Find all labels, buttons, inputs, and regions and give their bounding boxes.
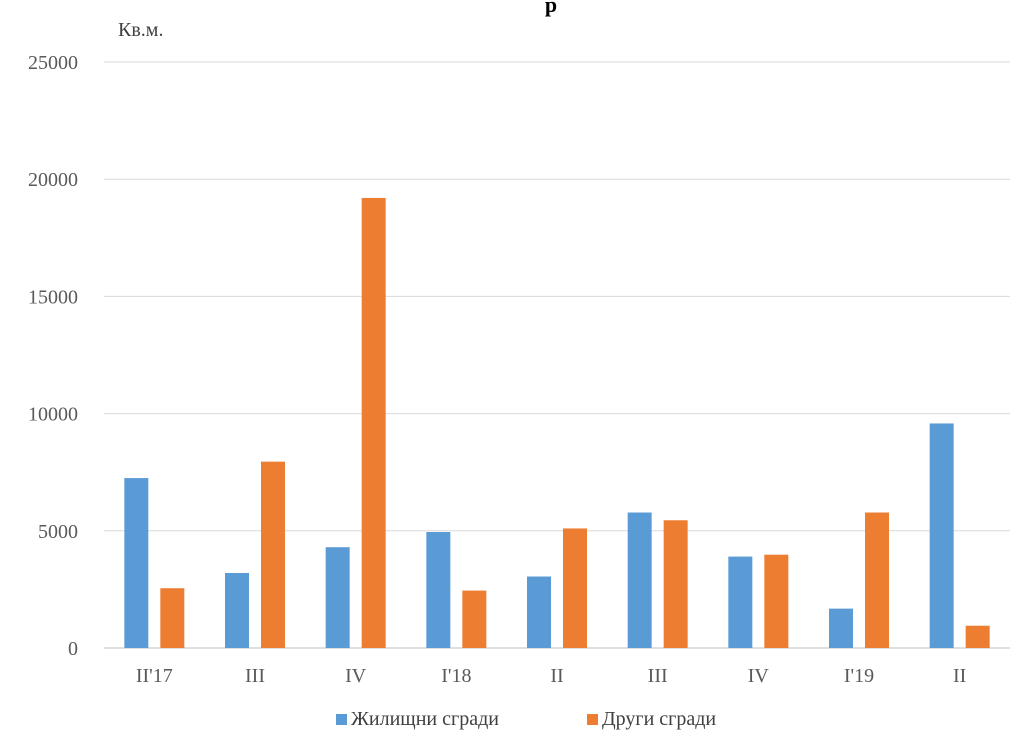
bar-residential [527,576,551,648]
legend-swatch [336,714,347,725]
y-tick-label: 5000 [38,521,78,543]
x-tick-label: III [245,665,265,687]
legend-label: Други сгради [602,708,716,730]
x-tick-label: II [550,665,563,687]
bar-other [764,554,789,648]
x-tick-label: I'18 [441,665,471,687]
y-tick-label: 15000 [28,286,78,308]
bar-other [261,461,285,648]
bar-residential [225,572,249,648]
bar-residential [627,512,652,648]
legend-swatch [587,714,598,725]
x-tick-label: IV [345,665,367,687]
x-tick-label: I'19 [844,665,874,687]
y-tick-label: 0 [68,638,78,660]
x-tick-label: II'17 [136,665,173,687]
bar-residential [124,478,149,648]
bar-other [865,512,889,648]
bar-residential [929,423,954,648]
bar-other [965,625,990,648]
y-axis-ticks: 0 5000 10000 15000 20000 25000 [28,52,78,660]
legend: Жилищни сгради Други сгради [336,708,716,730]
chart-title: р [545,0,557,17]
x-tick-label: III [648,665,668,687]
x-tick-label: IV [748,665,770,687]
bar-other [563,528,587,648]
y-tick-label: 25000 [28,52,78,74]
y-tick-label: 20000 [28,169,78,191]
x-axis-ticks: II'17 III IV I'18 II III IV I'19 II [136,665,966,687]
legend-label: Жилищни сгради [351,708,499,730]
bar-other [160,588,185,648]
gridlines [104,61,1010,649]
bar-other [663,520,688,648]
x-tick-label: II [953,665,966,687]
bar-other [462,590,487,648]
y-tick-label: 10000 [28,404,78,426]
bars [124,197,990,648]
y-axis-unit-label: Кв.м. [118,19,163,41]
bar-other [361,197,386,648]
bar-residential [728,556,753,648]
bar-residential [829,608,853,648]
bar-residential [325,547,350,648]
bar-residential [426,531,451,648]
